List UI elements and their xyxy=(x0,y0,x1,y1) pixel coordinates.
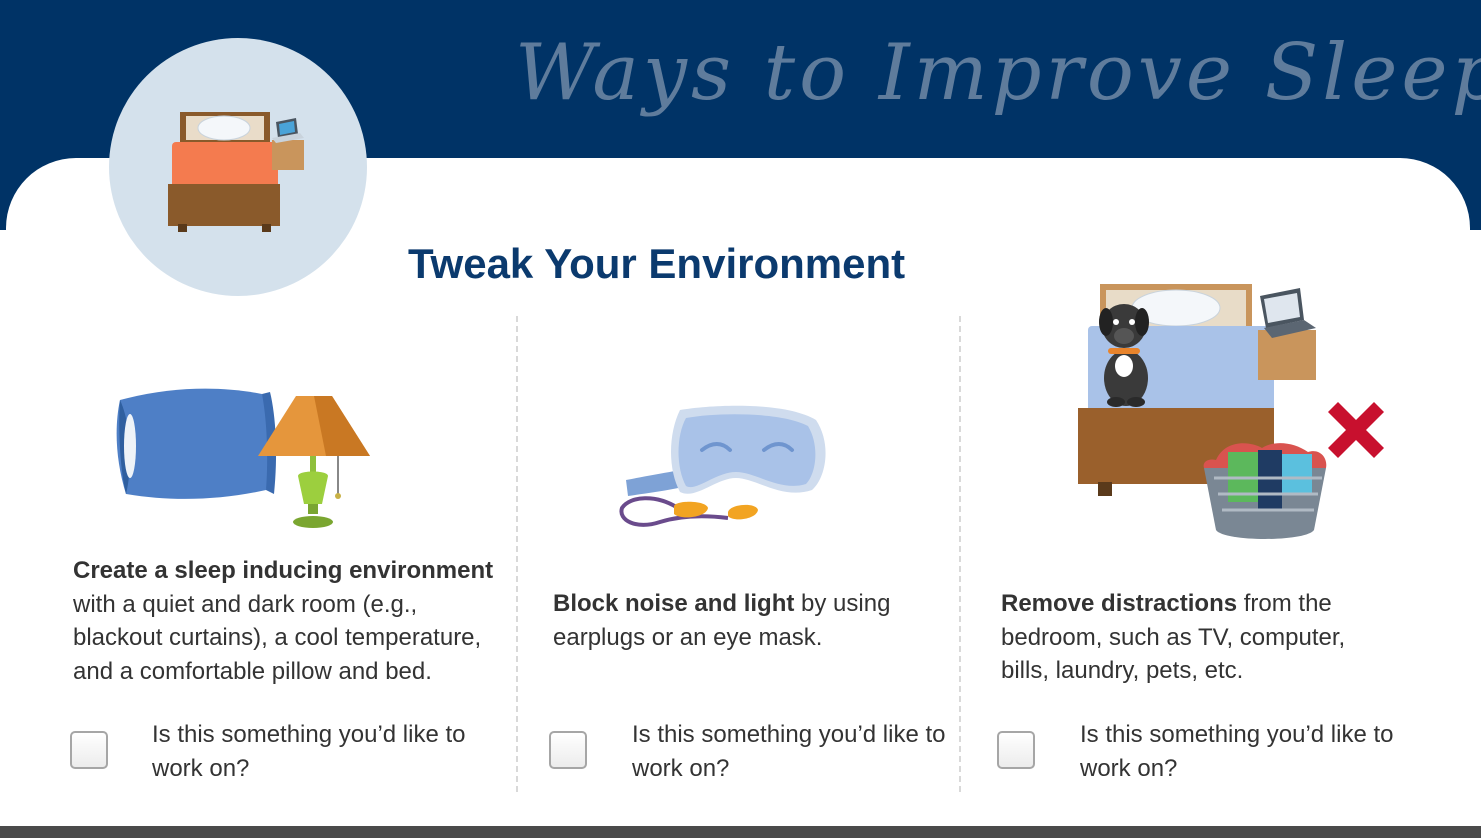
column-divider xyxy=(516,316,518,792)
noise-light-checkbox[interactable] xyxy=(549,731,587,769)
environment-description: Create a sleep inducing environment with… xyxy=(73,554,511,688)
bed-icon xyxy=(168,112,304,232)
environment-description-bold: Create a sleep inducing environment xyxy=(73,557,494,584)
column-divider xyxy=(959,316,961,792)
noise-light-description: Block noise and light by using earplugs … xyxy=(553,587,933,654)
eye-mask-earplugs-icon xyxy=(619,405,826,527)
distractions-checkbox[interactable] xyxy=(997,731,1035,769)
page-title: Ways to Improve Sleep xyxy=(515,28,1481,118)
noise-light-question: Is this something you’d like to work on? xyxy=(632,721,946,782)
footer-band xyxy=(0,826,1481,838)
pillow-lamp-icon xyxy=(116,388,370,528)
distractions-description-bold: Remove distractions xyxy=(1001,590,1238,617)
distractions-question: Is this something you’d like to work on? xyxy=(1080,721,1394,782)
section-title: Tweak Your Environment xyxy=(408,240,906,287)
bedroom-badge xyxy=(109,38,367,296)
noise-light-description-bold: Block noise and light xyxy=(553,590,795,617)
environment-description-text: with a quiet and dark room (e.g., blacko… xyxy=(73,590,482,685)
distractions-description: Remove distractions from the bedroom, su… xyxy=(1001,587,1381,688)
distractions-description-text: from the bedroom, such as TV, computer, … xyxy=(1001,590,1346,684)
noise-light-description-text: by using earplugs or an eye mask. xyxy=(553,590,891,651)
environment-question: Is this something you’d like to work on? xyxy=(152,721,466,782)
bedroom-distractions-icon xyxy=(1078,284,1384,539)
environment-checkbox[interactable] xyxy=(70,731,108,769)
